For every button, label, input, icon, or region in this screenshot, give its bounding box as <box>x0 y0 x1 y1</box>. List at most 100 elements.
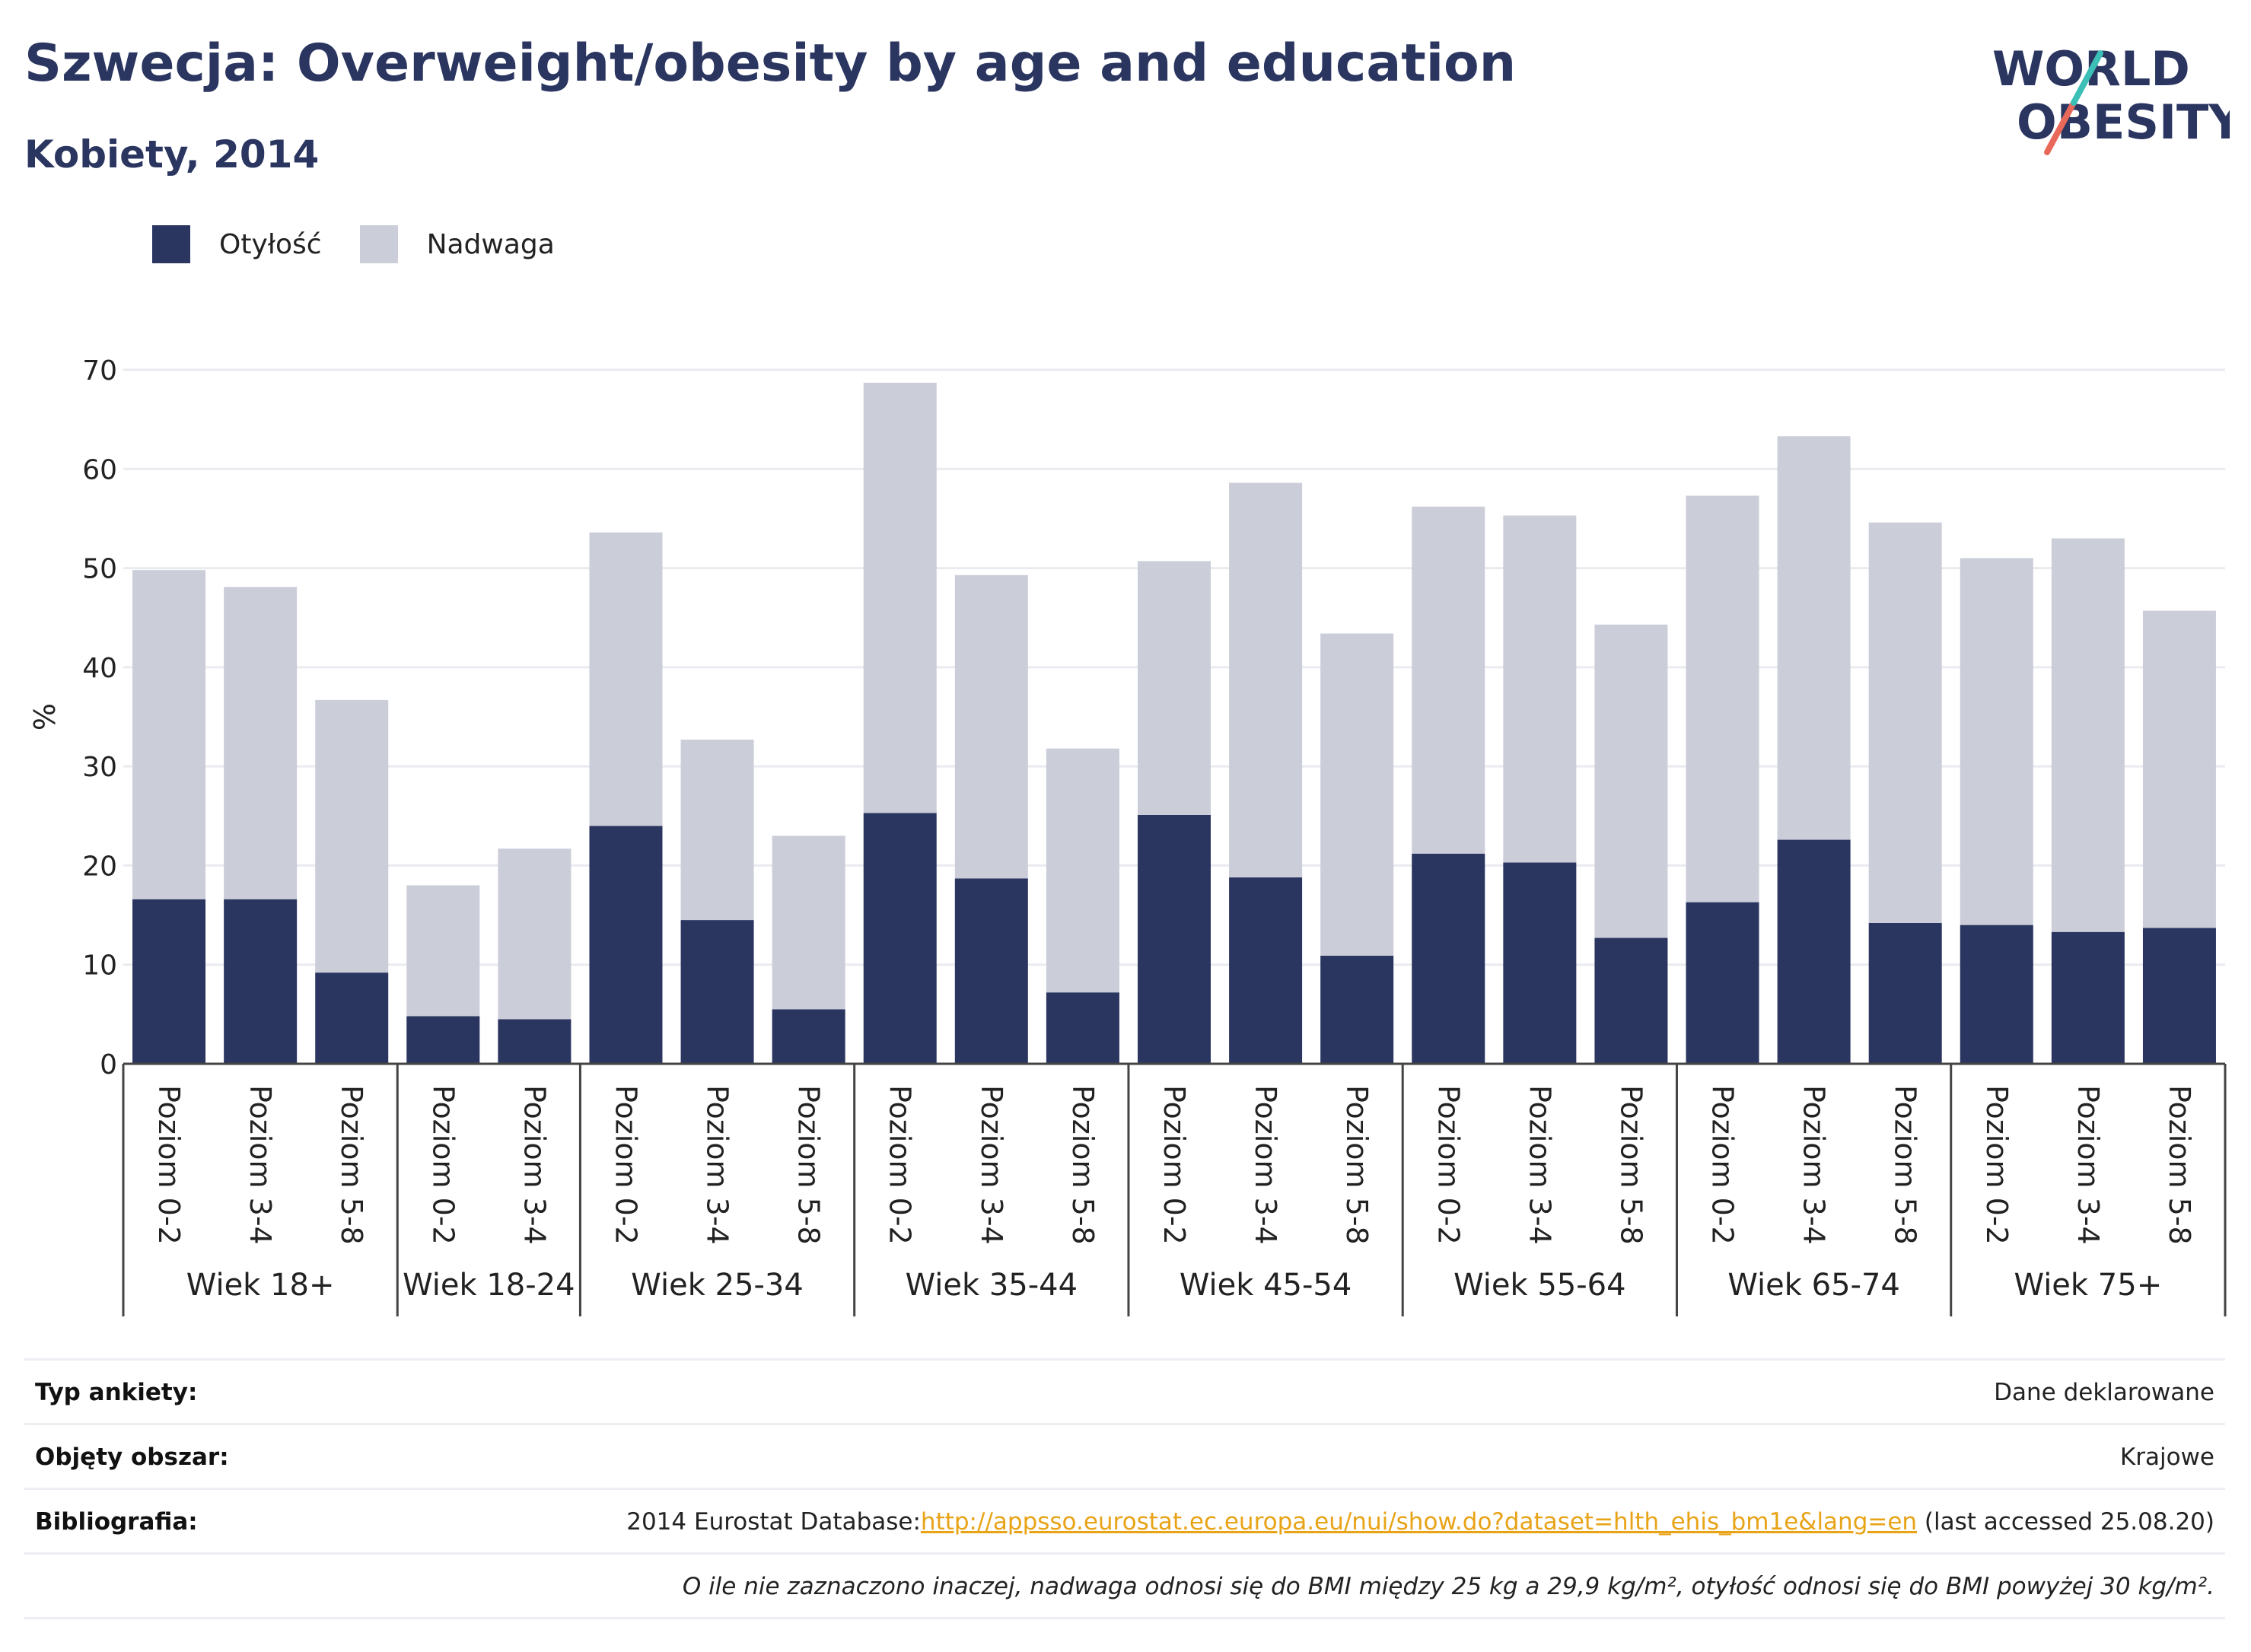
meta-row-survey-type: Typ ankiety: Dane deklarowane <box>24 1358 2225 1423</box>
meta-row-note: O ile nie zaznaczono inaczej, nadwaga od… <box>24 1552 2225 1619</box>
bar-obesity <box>132 899 206 1064</box>
bar-overweight <box>1138 561 1211 815</box>
y-tick-label: 20 <box>82 851 117 882</box>
y-tick-label: 60 <box>82 454 117 485</box>
bar-obesity <box>1594 937 1668 1064</box>
bar-obesity <box>1320 955 1394 1064</box>
x-category-label: Poziom 0-2 <box>152 1085 186 1245</box>
bar-obesity <box>1777 839 1851 1064</box>
bar-overweight <box>1960 558 2033 925</box>
bar-obesity <box>772 1009 845 1064</box>
x-category-label: Poziom 5-8 <box>335 1085 368 1245</box>
bar-overweight <box>680 739 754 921</box>
x-category-label: Poziom 0-2 <box>1706 1085 1740 1245</box>
bar-overweight <box>772 836 845 1010</box>
x-category-label: Poziom 3-4 <box>2071 1085 2105 1245</box>
bibliography-value: 2014 Eurostat Database:http://appsso.eur… <box>626 1508 2214 1536</box>
bar-overweight <box>406 885 480 1017</box>
bar-overweight <box>498 848 572 1020</box>
x-group-label: Wiek 35-44 <box>906 1268 1078 1303</box>
bibliography-prefix: 2014 Eurostat Database: <box>626 1508 921 1536</box>
bar-obesity <box>2142 928 2216 1064</box>
bar-overweight <box>1046 748 1119 993</box>
legend-label-overweight: Nadwaga <box>426 228 555 260</box>
bar-overweight <box>863 382 937 813</box>
x-category-label: Poziom 3-4 <box>1523 1085 1556 1245</box>
legend-item-overweight[interactable]: Nadwaga <box>359 225 555 263</box>
area-value: Krajowe <box>2119 1444 2214 1471</box>
bibliography-label: Bibliografia: <box>35 1508 198 1536</box>
bar-obesity <box>406 1016 480 1064</box>
bar-obesity <box>589 826 663 1064</box>
x-category-label: Poziom 5-8 <box>1614 1085 1648 1245</box>
bar-overweight <box>1229 482 1303 878</box>
world-obesity-logo: WORLD OBESITY <box>1992 41 2230 155</box>
x-group-label: Wiek 18-24 <box>403 1268 575 1303</box>
legend-swatch-obesity <box>152 225 190 263</box>
chart-subtitle: Kobiety, 2014 <box>24 132 320 177</box>
x-category-label: Poziom 3-4 <box>1249 1085 1282 1245</box>
bar-obesity <box>863 813 937 1064</box>
x-category-label: Poziom 3-4 <box>244 1085 277 1245</box>
x-category-label: Poziom 0-2 <box>1431 1085 1465 1245</box>
y-tick-label: 0 <box>100 1049 117 1081</box>
chart-title: Szwecja: Overweight/obesity by age and e… <box>24 33 1517 94</box>
bibliography-link[interactable]: http://appsso.eurostat.ec.europa.eu/nui/… <box>920 1508 1918 1536</box>
bar-obesity <box>315 972 389 1064</box>
x-group-label: Wiek 55-64 <box>1453 1268 1626 1303</box>
bar-obesity <box>954 878 1028 1064</box>
bar-overweight <box>589 532 663 826</box>
y-tick-label: 50 <box>82 554 117 585</box>
bar-overweight <box>315 699 389 973</box>
y-tick-label: 10 <box>82 950 117 982</box>
y-tick-label: 30 <box>82 752 117 783</box>
y-axis-label: % <box>28 703 62 731</box>
x-category-label: Poziom 0-2 <box>1980 1085 2014 1245</box>
bar-obesity <box>2051 931 2125 1064</box>
bar-obesity <box>1229 877 1303 1064</box>
y-tick-label: 40 <box>82 653 117 684</box>
survey-type-label: Typ ankiety: <box>35 1379 198 1406</box>
bar-overweight <box>224 587 298 899</box>
x-category-label: Poziom 3-4 <box>1797 1085 1831 1245</box>
y-tick-label: 70 <box>82 355 117 387</box>
bar-overweight <box>1868 522 1942 923</box>
legend-label-obesity: Otyłość <box>219 228 322 260</box>
definition-note: O ile nie zaznaczono inaczej, nadwaga od… <box>682 1573 2214 1600</box>
meta-row-area: Objęty obszar: Krajowe <box>24 1423 2225 1488</box>
bibliography-suffix: (last accessed 25.08.20) <box>1917 1508 2214 1536</box>
x-category-label: Poziom 0-2 <box>426 1085 460 1245</box>
x-category-label: Poziom 0-2 <box>1157 1085 1191 1245</box>
x-category-label: Poziom 5-8 <box>2163 1085 2196 1245</box>
bar-overweight <box>1320 633 1394 956</box>
x-group-label: Wiek 65-74 <box>1727 1268 1900 1303</box>
x-category-label: Poziom 5-8 <box>1340 1085 1374 1245</box>
bar-obesity <box>498 1019 572 1064</box>
bar-overweight <box>1503 515 1577 863</box>
x-category-label: Poziom 3-4 <box>517 1085 551 1245</box>
bar-obesity <box>680 920 754 1064</box>
survey-type-value: Dane deklarowane <box>1994 1379 2214 1406</box>
x-category-label: Poziom 5-8 <box>1889 1085 1922 1245</box>
bar-obesity <box>1503 862 1577 1064</box>
x-category-label: Poziom 0-2 <box>609 1085 642 1245</box>
bar-obesity <box>224 899 298 1064</box>
stacked-bar-chart: 0 10 20 30 40 50 60 70% Poziom 0-2 Poziom 3-4 Pozi… <box>28 355 2227 1316</box>
area-label: Objęty obszar: <box>35 1444 229 1471</box>
bar-overweight <box>954 575 1028 879</box>
metadata-table: Typ ankiety: Dane deklarowane Objęty obs… <box>24 1358 2225 1619</box>
x-category-label: Poziom 3-4 <box>975 1085 1008 1245</box>
bar-overweight <box>1412 506 1485 854</box>
bar-overweight <box>1686 495 1759 902</box>
legend-item-obesity[interactable]: Otyłość <box>152 225 322 263</box>
bar-overweight <box>2051 538 2125 932</box>
bar-obesity <box>1686 902 1759 1064</box>
bar-obesity <box>1412 853 1485 1064</box>
logo-word-obesity: OBESITY <box>2017 94 2230 150</box>
meta-row-bibliography: Bibliografia: 2014 Eurostat Database:htt… <box>24 1488 2225 1552</box>
bar-overweight <box>132 570 206 899</box>
x-group-label: Wiek 45-54 <box>1180 1268 1352 1303</box>
x-group-label: Wiek 75+ <box>2014 1268 2163 1303</box>
chart-legend: Otyłość Nadwaga <box>152 225 593 263</box>
bar-obesity <box>1868 922 1942 1064</box>
